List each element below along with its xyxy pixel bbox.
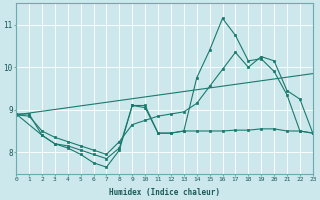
X-axis label: Humidex (Indice chaleur): Humidex (Indice chaleur) (109, 188, 220, 197)
